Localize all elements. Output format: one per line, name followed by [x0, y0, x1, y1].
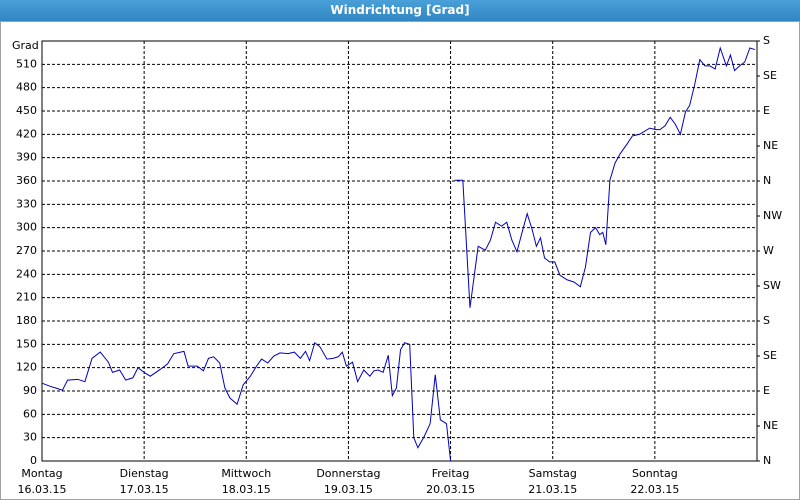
y2-tick-label: SE — [763, 349, 777, 362]
x-tick-date: 16.03.15 — [18, 483, 67, 496]
y-tick-label: 240 — [16, 267, 37, 280]
y-tick-label: 90 — [23, 384, 37, 397]
y2-tick-label: NE — [763, 419, 778, 432]
chart: Grad 0 30 60 90 120 150 180 210 240 270 300 330 360 3… — [0, 21, 800, 500]
y-tick-label: 510 — [16, 57, 37, 70]
y2-tick-label: SW — [763, 279, 781, 292]
y-tick-label: 360 — [16, 174, 37, 187]
x-tick-date: 17.03.15 — [120, 483, 169, 496]
x-tick-date: 20.03.15 — [426, 483, 475, 496]
y2-tick-label: E — [763, 104, 770, 117]
y-tick-label: 420 — [16, 127, 37, 140]
y2-tick-label: N — [763, 454, 771, 467]
y-tick-label: 480 — [16, 81, 37, 94]
y2-tick-label: E — [763, 384, 770, 397]
x-tick-label: Sonntag — [632, 467, 678, 480]
x-tick-date: 18.03.15 — [222, 483, 271, 496]
x-tick-date: 22.03.15 — [630, 483, 679, 496]
y-tick-label: 30 — [23, 431, 37, 444]
x-tick-label: Freitag — [432, 467, 470, 480]
y-tick-label: 150 — [16, 337, 37, 350]
y-tick-label: 180 — [16, 314, 37, 327]
x-tick-label: Montag — [21, 467, 62, 480]
y2-tick-label: NW — [763, 209, 782, 222]
y-tick-label: 120 — [16, 361, 37, 374]
y-tick-label: 60 — [23, 407, 37, 420]
y-tick-label: 210 — [16, 291, 37, 304]
y2-tick-label: N — [763, 174, 771, 187]
y-tick-label: 0 — [30, 454, 37, 467]
title-bar: Windrichtung [Grad] — [0, 0, 800, 21]
x-tick-label: Samstag — [529, 467, 577, 480]
x-tick-label: Mittwoch — [221, 467, 271, 480]
y-axis-label: Grad — [12, 39, 39, 52]
y-tick-label: 330 — [16, 197, 37, 210]
y2-tick-label: W — [763, 244, 774, 257]
y2-tick-label: NE — [763, 139, 778, 152]
x-tick-date: 19.03.15 — [324, 483, 373, 496]
y-tick-label: 300 — [16, 221, 37, 234]
y-tick-label: 390 — [16, 151, 37, 164]
y-tick-label: 270 — [16, 244, 37, 257]
x-tick-label: Dienstag — [120, 467, 169, 480]
x-tick-label: Donnerstag — [316, 467, 380, 480]
y2-tick-label: S — [763, 314, 770, 327]
x-tick-date: 21.03.15 — [528, 483, 577, 496]
y-tick-label: 450 — [16, 104, 37, 117]
y2-tick-label: SE — [763, 69, 777, 82]
y2-tick-label: S — [763, 34, 770, 47]
data-line — [41, 46, 756, 462]
